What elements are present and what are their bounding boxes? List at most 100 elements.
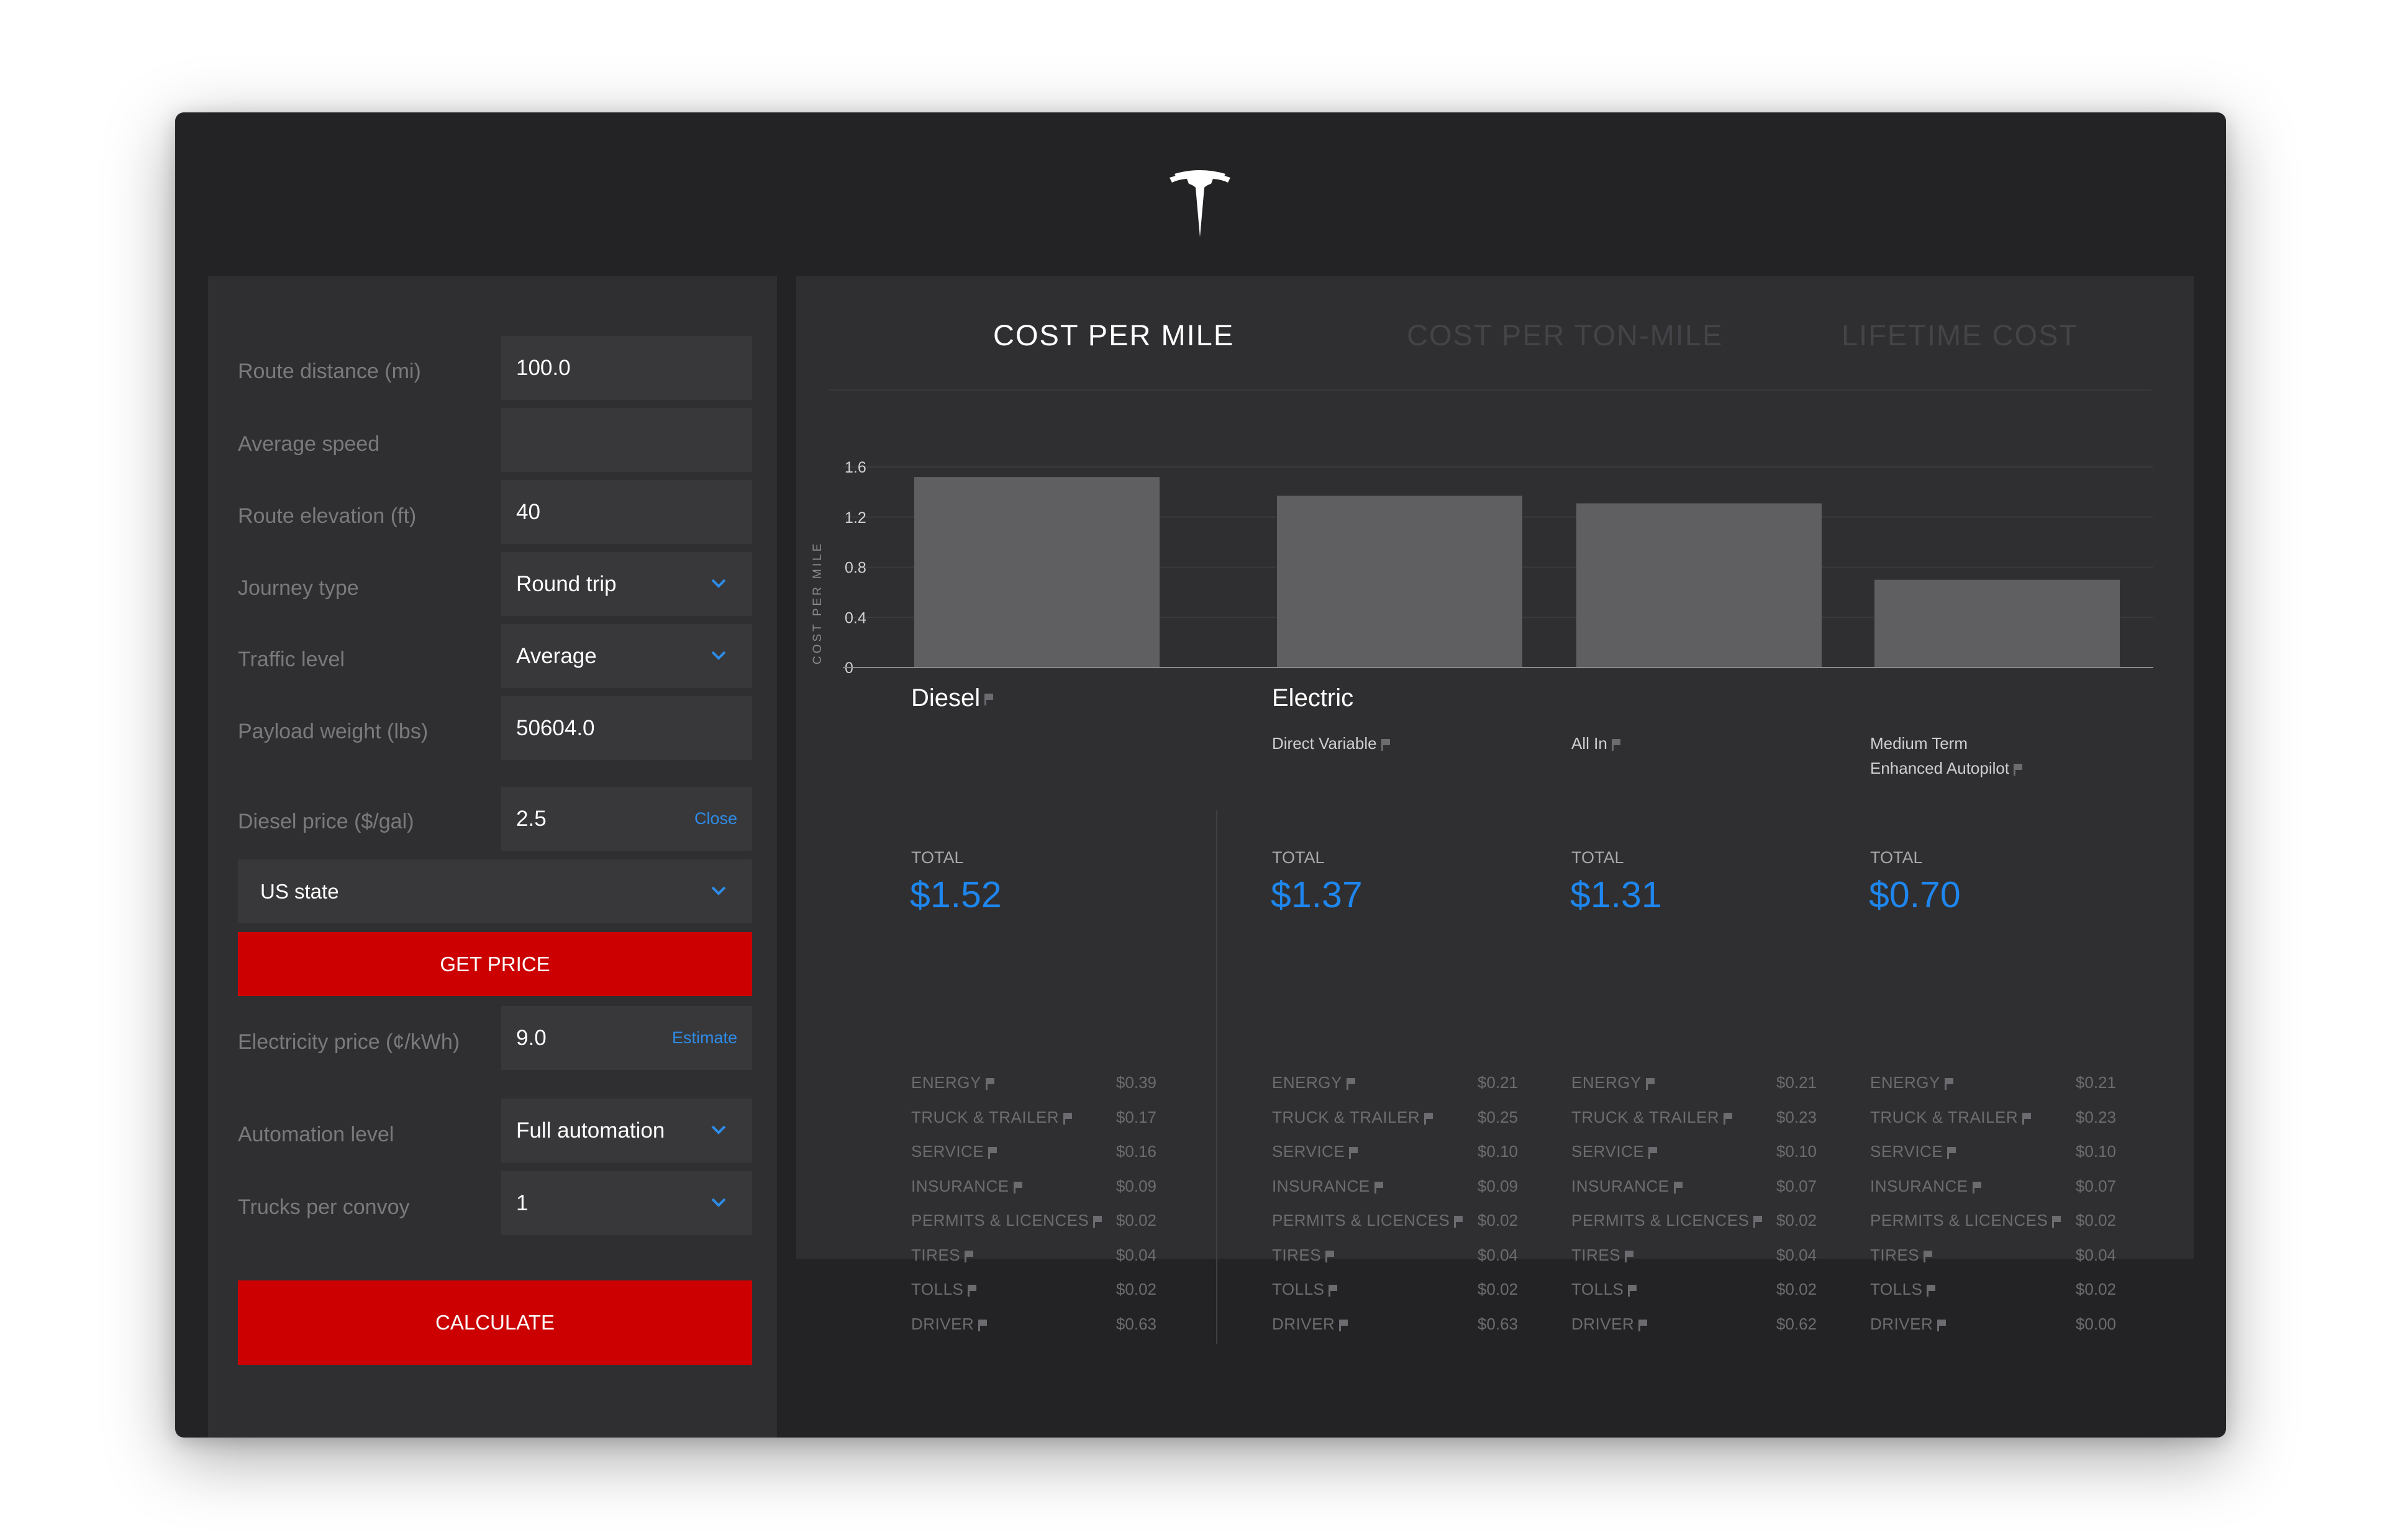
flag-icon[interactable]	[1325, 1250, 1335, 1262]
chevron-down-icon	[711, 579, 726, 588]
route-distance-input[interactable]: 100.0	[501, 336, 752, 400]
estimate-link[interactable]: Estimate	[671, 1028, 737, 1047]
y-tick-label: 1.6	[845, 459, 866, 476]
cost-item-value: $0.02	[1477, 1211, 1518, 1230]
column-subtitle-text: All In	[1571, 734, 1607, 753]
cost-item-label: ENERGY	[1870, 1073, 1954, 1092]
payload-weight-input[interactable]: 50604.0	[501, 696, 752, 760]
traffic-level-select[interactable]: Average	[501, 624, 752, 688]
results-panel: COST PER MILE COST PER TON-MILE LIFETIME…	[796, 276, 2194, 1344]
chart-bar	[1874, 579, 2120, 668]
flag-icon[interactable]	[1424, 1112, 1433, 1125]
flag-icon[interactable]	[1624, 1250, 1634, 1262]
trucks-per-convoy-select[interactable]: 1	[501, 1171, 752, 1235]
electricity-price-input[interactable]: 9.0 Estimate	[501, 1006, 752, 1070]
flag-icon[interactable]	[1063, 1112, 1073, 1125]
flag-icon[interactable]	[984, 693, 994, 706]
flag-icon[interactable]	[1453, 1215, 1463, 1228]
calculator-form-panel: Route distance (mi) 100.0 Average speed …	[208, 276, 777, 1438]
flag-icon[interactable]	[1937, 1319, 1947, 1331]
flag-icon[interactable]	[1638, 1319, 1648, 1331]
cost-item-value: $0.23	[1776, 1107, 1817, 1126]
flag-icon[interactable]	[1374, 1181, 1384, 1194]
route-elevation-input[interactable]: 40	[501, 480, 752, 544]
cost-item-label: TRUCK & TRAILER	[1870, 1108, 2032, 1127]
cost-item-label: DRIVER	[911, 1315, 988, 1334]
flag-icon[interactable]	[2051, 1215, 2061, 1228]
flag-icon[interactable]	[2013, 763, 2023, 776]
chart-bar	[914, 477, 1160, 668]
flag-icon[interactable]	[988, 1146, 997, 1159]
journey-type-label: Journey type	[238, 576, 359, 600]
calculate-button[interactable]: CALCULATE	[238, 1280, 752, 1365]
tab-cost-per-ton-mile[interactable]: COST PER TON-MILE	[1407, 319, 1724, 351]
tesla-logo-icon	[1170, 170, 1230, 237]
flag-icon[interactable]	[1348, 1146, 1358, 1159]
cost-item-value: $0.04	[2075, 1245, 2116, 1264]
cost-item-label: TRUCK & TRAILER	[911, 1108, 1073, 1127]
flag-icon[interactable]	[1627, 1284, 1637, 1297]
diesel-electric-divider	[1216, 810, 1217, 1344]
cost-item-name: TOLLS	[1870, 1280, 1923, 1298]
diesel-price-value: 2.5	[516, 806, 547, 831]
flag-icon[interactable]	[2022, 1112, 2032, 1125]
total-label: TOTAL	[1272, 848, 1325, 867]
flag-icon[interactable]	[1093, 1215, 1102, 1228]
flag-icon[interactable]	[1013, 1181, 1023, 1194]
cost-item-value: $0.10	[2075, 1142, 2116, 1161]
flag-icon[interactable]	[985, 1077, 995, 1090]
cost-item-name: ENERGY	[1571, 1073, 1642, 1092]
flag-icon[interactable]	[1611, 738, 1621, 751]
close-link[interactable]: Close	[694, 809, 737, 828]
journey-type-value: Round trip	[516, 571, 617, 596]
flag-icon[interactable]	[1947, 1146, 1956, 1159]
total-value: $1.31	[1570, 874, 1662, 915]
flag-icon[interactable]	[1923, 1250, 1933, 1262]
cost-item-value: $0.63	[1115, 1314, 1156, 1333]
us-state-select[interactable]: US state	[238, 859, 752, 923]
get-price-button[interactable]: GET PRICE	[238, 932, 752, 996]
flag-icon[interactable]	[1972, 1181, 1982, 1194]
electricity-price-value: 9.0	[516, 1025, 547, 1050]
journey-type-select[interactable]: Round trip	[501, 552, 752, 616]
flag-icon[interactable]	[964, 1250, 974, 1262]
cost-item-name: TOLLS	[1571, 1280, 1624, 1298]
cost-item-name: DRIVER	[911, 1314, 974, 1333]
flag-icon[interactable]	[1338, 1319, 1348, 1331]
chart-bar	[1277, 496, 1522, 668]
column-subtitle: All In	[1571, 731, 1621, 756]
diesel-title: Diesel	[911, 684, 994, 712]
flag-icon[interactable]	[1926, 1284, 1936, 1297]
tab-lifetime-cost[interactable]: LIFETIME COST	[1842, 319, 2079, 351]
flag-icon[interactable]	[1346, 1077, 1356, 1090]
tab-cost-per-mile[interactable]: COST PER MILE	[993, 319, 1235, 351]
total-label: TOTAL	[1870, 848, 1923, 867]
flag-icon[interactable]	[1944, 1077, 1954, 1090]
diesel-price-input[interactable]: 2.5 Close	[501, 787, 752, 851]
cost-item-name: SERVICE	[1571, 1142, 1645, 1161]
cost-item-value: $0.09	[1115, 1176, 1156, 1195]
flag-icon[interactable]	[967, 1284, 977, 1297]
flag-icon[interactable]	[1723, 1112, 1733, 1125]
cost-item-value: $0.21	[1776, 1073, 1817, 1092]
diesel-price-label: Diesel price ($/gal)	[238, 810, 414, 833]
cost-item-value: $0.04	[1477, 1245, 1518, 1264]
cost-item-label: SERVICE	[1272, 1142, 1358, 1161]
cost-item-name: INSURANCE	[1870, 1176, 1968, 1195]
flag-icon[interactable]	[978, 1319, 988, 1331]
flag-icon[interactable]	[1648, 1146, 1658, 1159]
cost-item-value: $0.07	[2075, 1176, 2116, 1195]
traffic-level-value: Average	[516, 643, 597, 668]
flag-icon[interactable]	[1381, 738, 1391, 751]
cost-item-name: INSURANCE	[911, 1176, 1009, 1195]
flag-icon[interactable]	[1673, 1181, 1683, 1194]
automation-level-select[interactable]: Full automation	[501, 1098, 752, 1162]
cost-item-value: $0.62	[1776, 1314, 1817, 1333]
flag-icon[interactable]	[1328, 1284, 1338, 1297]
cost-item-label: TOLLS	[1571, 1280, 1637, 1299]
flag-icon[interactable]	[1645, 1077, 1655, 1090]
cost-item-value: $0.63	[1477, 1314, 1518, 1333]
cost-item-name: INSURANCE	[1272, 1176, 1370, 1195]
average-speed-input[interactable]	[501, 408, 752, 472]
flag-icon[interactable]	[1753, 1215, 1763, 1228]
